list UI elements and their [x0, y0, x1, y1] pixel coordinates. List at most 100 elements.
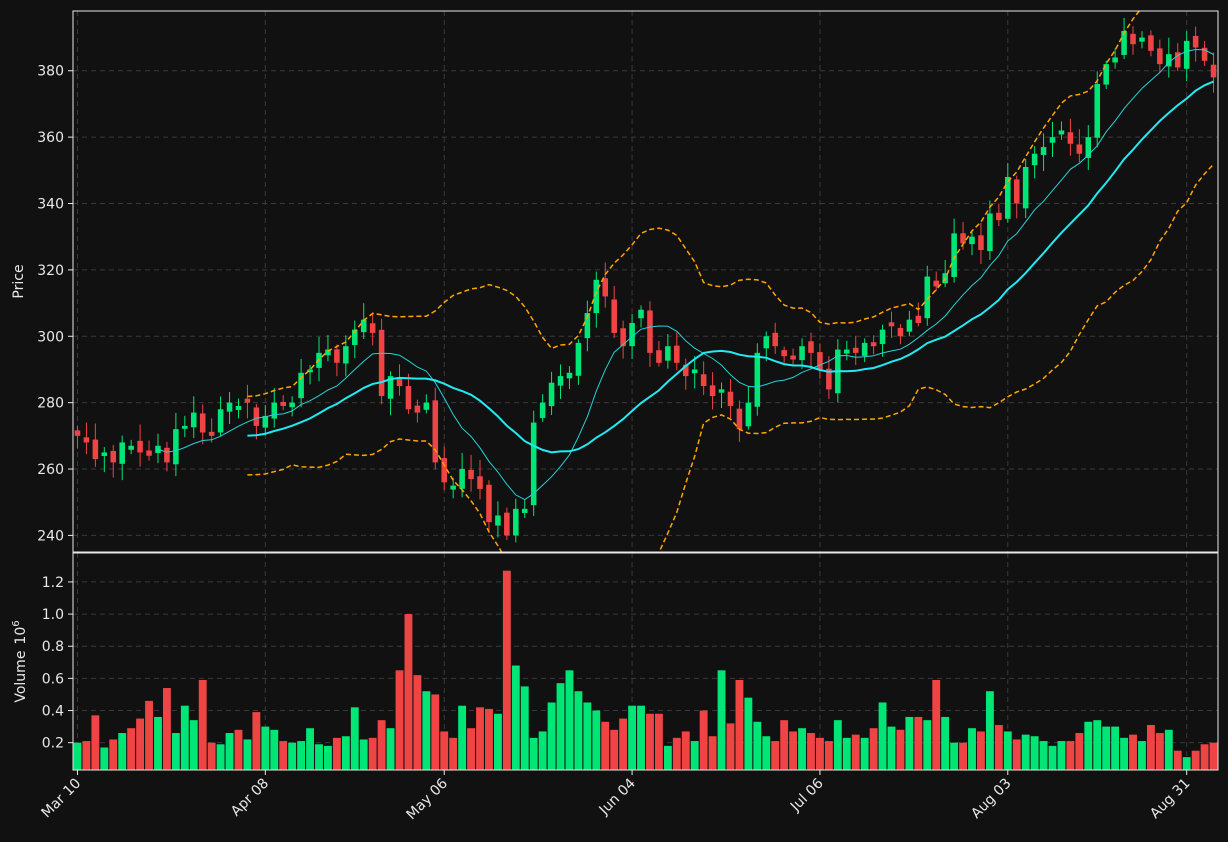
volume-bar — [959, 742, 967, 770]
candle-body — [235, 405, 242, 410]
candle-body — [164, 447, 170, 463]
volume-bar — [798, 728, 806, 770]
volume-bar — [377, 720, 386, 770]
candle-body — [119, 442, 125, 464]
volume-bar — [279, 741, 288, 770]
candle-body — [593, 279, 600, 314]
volume-bar — [1164, 729, 1173, 770]
volume-bar — [162, 688, 171, 770]
volume-bar — [225, 733, 234, 770]
candle-body — [1049, 137, 1056, 143]
volume-bars — [73, 570, 1218, 770]
volume-bar — [762, 736, 771, 770]
volume-tick-label: 0.4 — [42, 704, 64, 720]
time-tick-label: Jul 06 — [787, 775, 827, 815]
volume-bar — [789, 731, 798, 770]
candle-body — [208, 431, 215, 436]
candle-body — [387, 376, 394, 399]
candle-body — [1022, 166, 1029, 209]
volume-bar — [315, 744, 323, 770]
volume-bar — [610, 729, 619, 770]
candle-body — [566, 372, 573, 379]
volume-bar — [145, 700, 153, 770]
volume-bar — [243, 739, 252, 770]
time-tick-label: Mar 10 — [39, 776, 85, 822]
candle-body — [280, 401, 286, 406]
candle-body — [996, 212, 1002, 221]
candle-body — [539, 402, 546, 418]
candle-body — [915, 315, 922, 323]
volume-bar — [422, 691, 431, 770]
price-panel-frame — [72, 10, 1219, 553]
axes — [68, 10, 1219, 775]
price-overlays — [157, 11, 1215, 552]
volume-bar — [1102, 726, 1111, 770]
candle-body — [933, 280, 939, 287]
volume-bar — [1039, 741, 1048, 770]
volume-bar — [726, 723, 735, 770]
candle-body — [647, 310, 653, 353]
volume-bar — [815, 737, 824, 770]
volume-bar — [154, 716, 162, 770]
candle-body — [772, 332, 778, 347]
volume-bar — [878, 702, 887, 770]
volume-bar — [1146, 724, 1155, 770]
volume-bar — [681, 731, 690, 770]
volume-bar — [538, 731, 547, 770]
candle-body — [253, 407, 260, 426]
candle-body — [548, 382, 555, 407]
candle-body — [575, 342, 582, 376]
candle-body — [620, 328, 626, 347]
candle-body — [754, 352, 761, 407]
volume-bar — [583, 702, 592, 770]
candle-body — [74, 430, 81, 436]
candle-body — [1112, 57, 1118, 63]
volume-bar — [950, 742, 959, 770]
volume-bar — [1075, 733, 1084, 770]
volume-bar — [833, 720, 842, 770]
candle-body — [414, 405, 421, 413]
candle-body — [271, 402, 278, 419]
candle-body — [1005, 176, 1011, 219]
candle-body — [217, 409, 224, 433]
candle-body — [629, 322, 635, 347]
time-tick-label: Aug 31 — [1147, 776, 1193, 822]
volume-multiplier-base: 10 — [13, 627, 29, 645]
candle-body — [1183, 40, 1190, 69]
candle-body — [1192, 35, 1199, 48]
candle-body — [343, 346, 349, 364]
volume-bar — [82, 741, 91, 770]
volume-gridlines — [73, 553, 1218, 770]
candle-body — [495, 515, 501, 526]
candle-body — [396, 377, 403, 387]
volume-bar — [994, 724, 1003, 770]
volume-bar — [261, 726, 270, 770]
volume-bar — [297, 741, 306, 770]
volume-bar — [1191, 750, 1200, 770]
candle-body — [611, 299, 617, 333]
candle-body — [423, 402, 430, 410]
candle-body — [763, 336, 770, 349]
volume-bar — [654, 713, 663, 770]
candle-body — [674, 345, 680, 363]
candle-body — [665, 346, 671, 361]
candle-body — [459, 469, 465, 489]
candle-body — [1121, 30, 1127, 55]
volume-bar — [646, 713, 654, 770]
volume-bar — [780, 720, 789, 770]
volume-bar — [842, 737, 851, 770]
volume-bar — [896, 729, 905, 770]
candle-body — [969, 236, 975, 245]
candle-body — [790, 355, 796, 360]
candle-body — [736, 408, 743, 430]
candle-body — [513, 508, 519, 536]
volume-bar — [467, 728, 476, 770]
volume-bar — [869, 728, 878, 770]
candle-body — [817, 352, 823, 370]
candle-body — [477, 476, 483, 489]
volume-bar — [73, 742, 82, 770]
candle-body — [307, 369, 313, 373]
candle-body — [83, 437, 90, 443]
candle-body — [146, 450, 152, 456]
candle-body — [289, 402, 295, 408]
